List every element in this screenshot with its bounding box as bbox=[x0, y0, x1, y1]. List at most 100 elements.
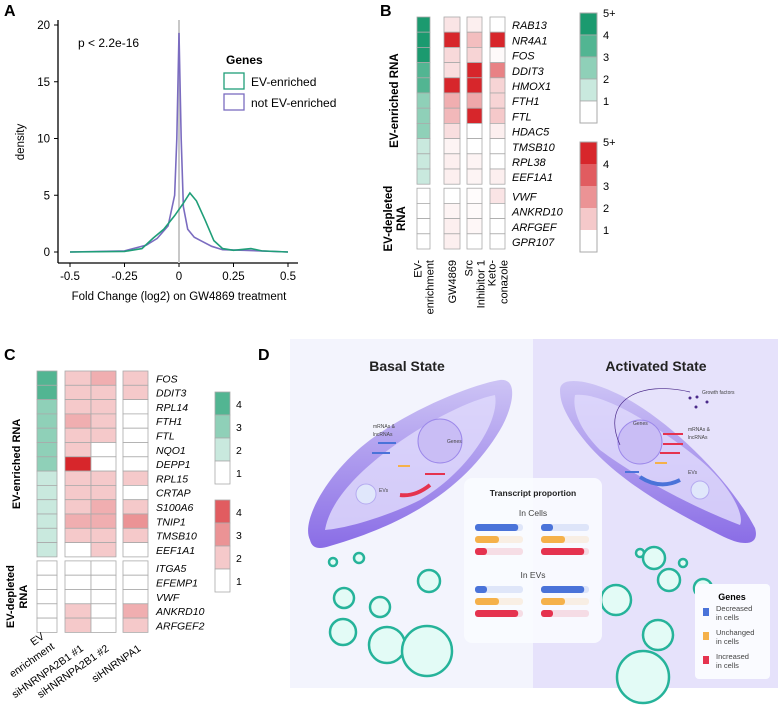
green-legend-swatch bbox=[214, 414, 231, 439]
treatment-cell bbox=[122, 560, 149, 576]
treatment-cell bbox=[90, 413, 117, 429]
column-label: GW4869 bbox=[447, 260, 459, 303]
treatment-cell bbox=[90, 370, 117, 386]
treatment-cell bbox=[64, 513, 92, 529]
gene-label: CRTAP bbox=[156, 488, 191, 500]
green-legend-swatch bbox=[579, 34, 598, 58]
gene-label: ARFGEF bbox=[511, 222, 558, 234]
red-legend-swatch bbox=[580, 186, 597, 208]
export-arrow-icon bbox=[638, 475, 681, 487]
gene-label: FTH1 bbox=[512, 96, 540, 108]
proportion-bar-evs-basal bbox=[475, 610, 519, 617]
treatment-cell bbox=[489, 62, 506, 79]
extracellular-vesicle bbox=[641, 618, 675, 652]
gene-label: HMOX1 bbox=[512, 81, 551, 93]
proportion-bar-track bbox=[541, 610, 589, 617]
ev-enrichment-cell bbox=[416, 153, 431, 170]
treatment-cell bbox=[122, 513, 149, 529]
treatment-cell bbox=[489, 47, 506, 64]
ev-enrichment-cell bbox=[416, 77, 431, 94]
red-legend-swatch bbox=[580, 230, 597, 252]
ev-enrichment-cell bbox=[416, 31, 431, 48]
treatment-cell bbox=[90, 527, 117, 543]
basal-evs-label: EVs bbox=[379, 488, 389, 494]
treatment-cell bbox=[90, 513, 117, 529]
column-label: Src bbox=[464, 260, 476, 277]
gene-label: RPL14 bbox=[156, 402, 188, 414]
red-legend-label: 2 bbox=[236, 553, 242, 565]
treatment-cell bbox=[90, 560, 117, 576]
panel-label-b: B bbox=[380, 3, 392, 20]
green-legend-label: 1 bbox=[603, 96, 609, 108]
green-legend-swatch bbox=[579, 56, 598, 80]
ev-enrichment-cell bbox=[36, 442, 58, 458]
density-plot: -0.5 -0.25 0 0.25 0.5 0 5 10 15 20 p < 2.2e-16 Ge… bbox=[15, 20, 336, 303]
extracellular-vesicle bbox=[332, 586, 356, 610]
transcript-proportion-panel bbox=[464, 478, 602, 643]
proportion-bar-evs-activated bbox=[541, 598, 565, 605]
rna-mark bbox=[660, 452, 680, 454]
treatment-cell bbox=[122, 542, 149, 558]
green-legend-swatch bbox=[214, 391, 231, 416]
treatment-cell bbox=[466, 202, 483, 219]
ev-enrichment-cell bbox=[416, 187, 431, 204]
extracellular-vesicle bbox=[352, 551, 366, 565]
x-tick-label: 0.25 bbox=[222, 271, 244, 283]
treatment-cell bbox=[443, 62, 461, 79]
rna-mark bbox=[625, 471, 639, 473]
ev-enrichment-cell bbox=[36, 470, 58, 486]
y-tick-label: 10 bbox=[37, 134, 50, 146]
green-legend-swatch bbox=[579, 78, 598, 102]
treatment-cell bbox=[466, 77, 483, 94]
legend-label-ev-enriched: EV-enriched bbox=[251, 75, 316, 89]
ev-enrichment-cell bbox=[416, 62, 431, 79]
treatment-cell bbox=[466, 16, 483, 33]
density-line-not-ev-enriched bbox=[69, 32, 289, 253]
basal-genes-label: Genes bbox=[447, 439, 462, 445]
gene-label: ANKRD10 bbox=[155, 606, 205, 618]
heatmap-c: FOS DDIT3 RPL14 FTH1 FTL NQO1 DEPP1 RPL15 CRTAP S… bbox=[5, 370, 242, 701]
ev-enrichment-cell bbox=[36, 384, 58, 400]
y-tick-label: 5 bbox=[44, 190, 50, 202]
treatment-cell bbox=[64, 499, 92, 515]
treatment-cell bbox=[122, 442, 149, 458]
group-label-ev-enriched: EV-enriched RNA bbox=[11, 419, 23, 510]
red-legend-label: 5+ bbox=[603, 137, 616, 149]
treatment-cell bbox=[122, 527, 149, 543]
proportion-bar-evs-basal bbox=[475, 586, 487, 593]
ev-enrichment-cell bbox=[36, 427, 58, 443]
gene-label: ITGA5 bbox=[156, 563, 187, 575]
treatment-cell bbox=[489, 233, 506, 250]
treatment-cell bbox=[90, 470, 117, 486]
treatment-cell bbox=[122, 603, 149, 619]
green-legend-border bbox=[579, 12, 598, 124]
transcript-proportion-title: Transcript proportion bbox=[490, 488, 576, 498]
column-label: Inhibitor 1 bbox=[476, 260, 488, 308]
extracellular-vesicle bbox=[416, 568, 442, 594]
legend-label: Increased bbox=[716, 652, 749, 661]
rna-mark bbox=[378, 442, 396, 444]
treatment-cell bbox=[122, 589, 149, 605]
x-tick-label: 0 bbox=[176, 271, 182, 283]
proportion-bar-evs-activated bbox=[541, 586, 585, 593]
rna-mark bbox=[655, 462, 667, 464]
ev-enrichment-cell bbox=[36, 484, 58, 501]
in-evs-label: In EVs bbox=[520, 570, 545, 580]
treatment-cell bbox=[64, 399, 92, 415]
proportion-bar-cells-activated bbox=[541, 548, 585, 555]
treatment-cell bbox=[489, 107, 506, 124]
treatment-cell bbox=[64, 456, 92, 472]
red-legend-label: 2 bbox=[603, 203, 609, 215]
rna-mark bbox=[425, 473, 445, 475]
treatment-cell bbox=[489, 153, 506, 170]
activated-evs-label: EVs bbox=[688, 470, 698, 476]
treatment-cell bbox=[122, 484, 149, 501]
extracellular-vesicle bbox=[599, 583, 633, 617]
rna-mark bbox=[372, 452, 390, 454]
basal-lncrnas-label: lncRNAs bbox=[373, 432, 393, 438]
rna-mark bbox=[663, 433, 683, 435]
legend-label: in cells bbox=[716, 637, 739, 646]
p-value-annotation: p < 2.2e-16 bbox=[78, 36, 139, 50]
treatment-cell bbox=[64, 470, 92, 486]
extracellular-vesicle bbox=[677, 557, 689, 569]
